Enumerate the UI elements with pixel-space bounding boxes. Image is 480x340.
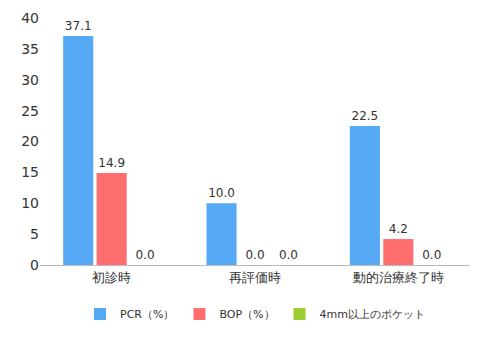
svg-text:10.0: 10.0 [208, 186, 235, 200]
svg-text:20: 20 [21, 133, 39, 149]
svg-text:25: 25 [21, 103, 39, 119]
svg-text:10: 10 [21, 195, 39, 211]
svg-text:PCR（%）: PCR（%） [120, 308, 174, 321]
svg-text:37.1: 37.1 [65, 19, 92, 33]
svg-text:4.2: 4.2 [389, 222, 408, 236]
svg-text:5: 5 [30, 226, 39, 242]
svg-text:0.0: 0.0 [422, 248, 441, 262]
svg-text:初診時: 初診時 [92, 270, 131, 285]
svg-text:30: 30 [21, 72, 39, 88]
svg-text:35: 35 [21, 41, 39, 57]
svg-text:15: 15 [21, 164, 39, 180]
svg-text:14.9: 14.9 [98, 156, 125, 170]
svg-text:0.0: 0.0 [136, 248, 155, 262]
svg-text:再評価時: 再評価時 [229, 270, 281, 285]
svg-text:BOP（%）: BOP（%） [219, 308, 274, 321]
svg-text:22.5: 22.5 [352, 109, 379, 123]
svg-text:40: 40 [21, 10, 39, 26]
svg-text:動的治療終了時: 動的治療終了時 [353, 270, 444, 285]
svg-text:0.0: 0.0 [245, 248, 264, 262]
svg-text:0.0: 0.0 [279, 248, 298, 262]
svg-text:4mm以上のポケット: 4mm以上のポケット [320, 308, 425, 321]
svg-text:0: 0 [30, 257, 39, 273]
